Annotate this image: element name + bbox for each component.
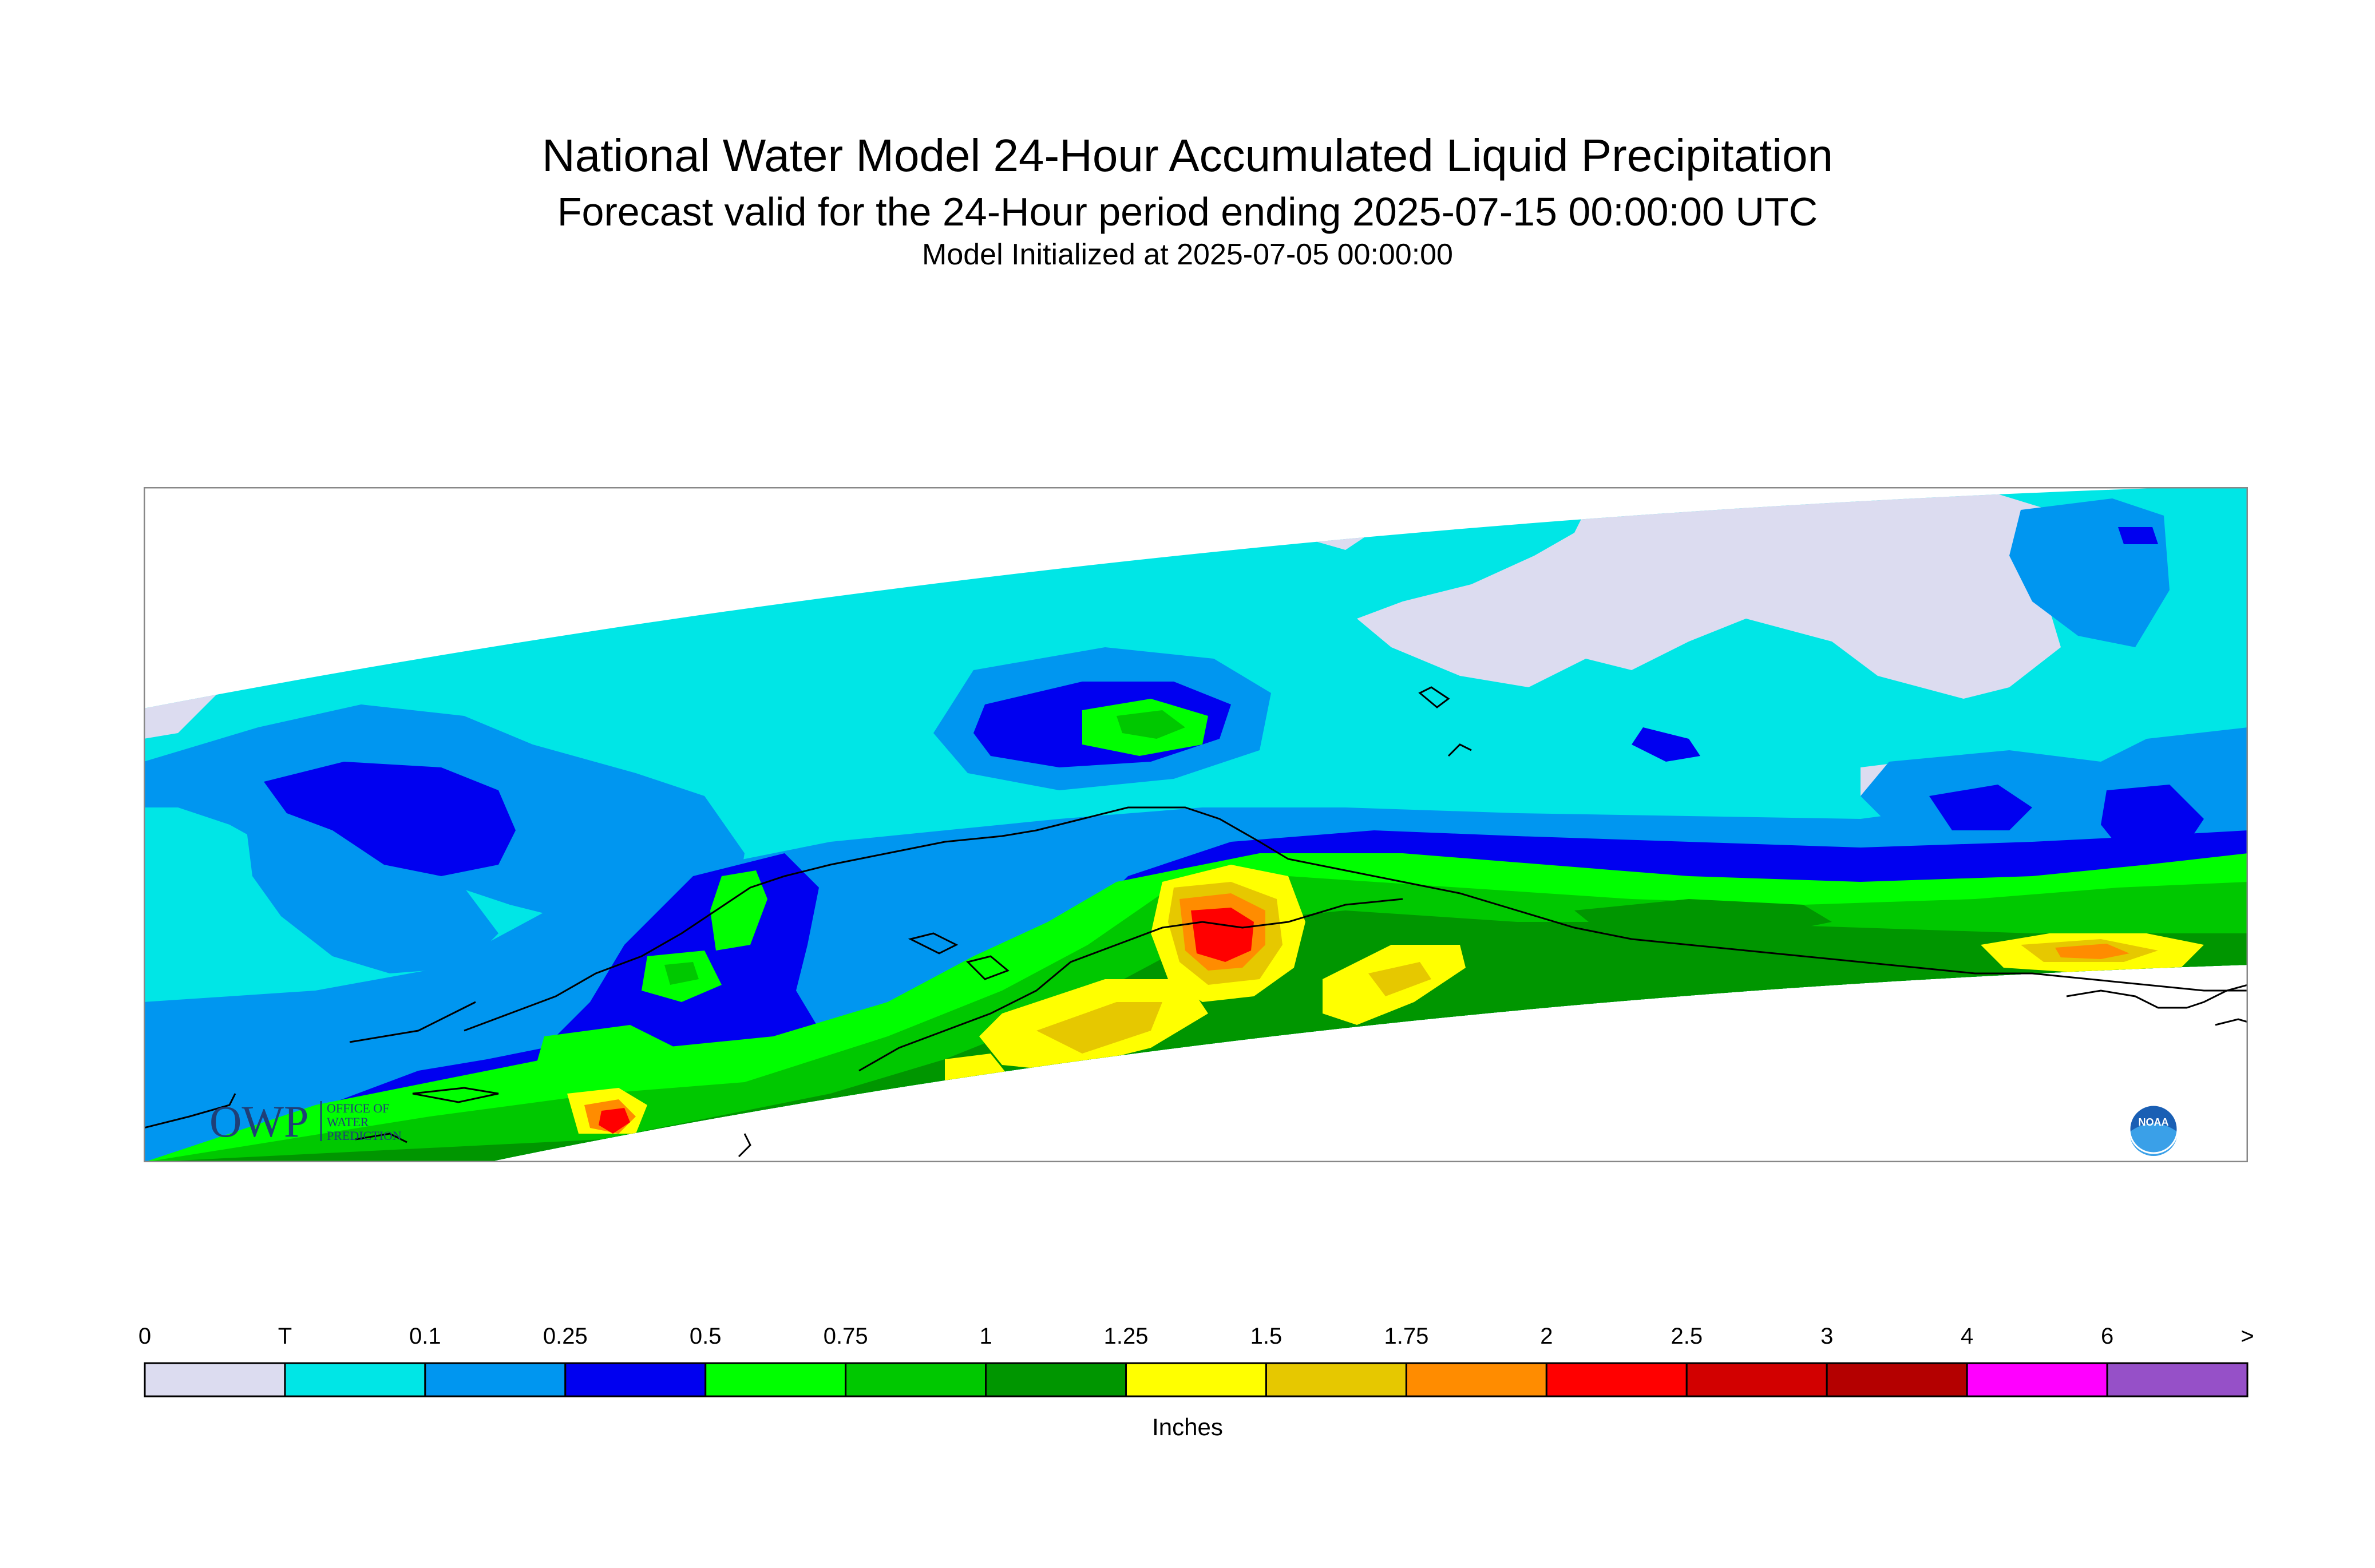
field-15-sw xyxy=(1036,1002,1162,1054)
legend-tick-label: 0.75 xyxy=(824,1324,868,1349)
legend-swatch xyxy=(704,1362,847,1397)
legend-tick-label: 2.5 xyxy=(1671,1324,1703,1349)
owp-logo-text-3: PREDICTION xyxy=(327,1129,402,1143)
field-075-west xyxy=(664,962,699,985)
page-title: National Water Model 24-Hour Accumulated… xyxy=(542,130,1833,181)
field-025-ne xyxy=(2118,527,2158,544)
page-subtitle: Forecast valid for the 24-Hour period en… xyxy=(557,189,1818,234)
field-175-far-east xyxy=(2055,944,2129,959)
coastline-sw2 xyxy=(355,1133,407,1143)
field-025-small xyxy=(1632,727,1700,762)
field-2-sw xyxy=(599,1108,630,1134)
coastline-aleutian xyxy=(144,1093,236,1129)
legend-units: Inches xyxy=(1152,1413,1223,1440)
field-05-west xyxy=(710,870,767,951)
legend-swatch xyxy=(1966,1362,2108,1397)
legend-tick-label: 4 xyxy=(1961,1324,1973,1349)
coastline-island2 xyxy=(1447,743,1472,757)
noaa-logo-mark: NOAA xyxy=(2139,1116,2169,1128)
owp-logo: OWP OFFICE OF WATER PREDICTION xyxy=(209,1096,402,1146)
field-15-east xyxy=(1368,962,1431,996)
legend-swatch xyxy=(845,1362,987,1397)
legend-swatch xyxy=(144,1362,286,1397)
legend-tick-label: 0.1 xyxy=(409,1324,441,1349)
coastline-sw-island xyxy=(412,1087,499,1103)
owp-logo-mark: OWP xyxy=(209,1096,308,1146)
legend-swatch xyxy=(424,1362,567,1397)
field-01-west2 xyxy=(247,830,498,973)
legend-swatch xyxy=(1826,1362,1968,1397)
legend-tick-label: 2 xyxy=(1540,1324,1553,1349)
coastline-west xyxy=(349,1001,476,1043)
legend-tick-label: T xyxy=(278,1324,292,1349)
coastline-east xyxy=(2066,984,2248,1009)
color-legend: 0 T 0.1 0.25 0.5 0.75 1 1.25 1.5 1.75 2 2.5 3 4 6 > xyxy=(138,1324,2254,1397)
field-05-sw xyxy=(533,1025,687,1105)
legend-tick-label: > xyxy=(2241,1324,2254,1349)
coastline-main xyxy=(464,806,2248,1032)
coastline-south xyxy=(858,898,1403,1072)
legend-tick-label: 3 xyxy=(1820,1324,1833,1349)
legend-tick-label: 1.5 xyxy=(1250,1324,1282,1349)
legend-labels: 0 T 0.1 0.25 0.5 0.75 1 1.25 1.5 1.75 2 2.5 3 4 6 > xyxy=(138,1324,2254,1349)
legend-tick-label: 1.75 xyxy=(1384,1324,1428,1349)
legend-swatch xyxy=(2106,1362,2249,1397)
legend-tick-label: 6 xyxy=(2101,1324,2113,1349)
owp-logo-text-1: OFFICE OF xyxy=(327,1101,389,1115)
coastline-island4 xyxy=(966,955,1010,980)
precipitation-map: OWP OFFICE OF WATER PREDICTION NOAA xyxy=(144,487,2248,1162)
coastline-lake xyxy=(738,1133,751,1158)
coastline-east2 xyxy=(2215,1018,2248,1026)
coastline-island1 xyxy=(1418,686,1450,708)
legend-swatch xyxy=(1265,1362,1407,1397)
field-025-west xyxy=(264,762,516,876)
legend-tick-label: 0.25 xyxy=(543,1324,588,1349)
legend-tick-label: 0 xyxy=(138,1324,151,1349)
model-init-line: Model Initialized at 2025-07-05 00:00:00 xyxy=(922,238,1453,271)
legend-boxes xyxy=(144,1362,2249,1397)
field-025-east2 xyxy=(2101,785,2204,853)
legend-swatch xyxy=(1125,1362,1267,1397)
field-2-center xyxy=(1191,908,1254,962)
legend-swatch xyxy=(1545,1362,1688,1397)
legend-tick-label: 1 xyxy=(979,1324,992,1349)
legend-swatch xyxy=(985,1362,1127,1397)
owp-logo-text-2: WATER xyxy=(327,1115,369,1129)
coastlines xyxy=(144,686,2248,1158)
coastline-island3 xyxy=(908,932,959,955)
legend-tick-label: 0.5 xyxy=(690,1324,722,1349)
field-zero-ne xyxy=(1357,487,2061,699)
field-zero-nw xyxy=(144,693,218,739)
field-1-ne-band xyxy=(1574,899,1832,939)
legend-swatch xyxy=(1405,1362,1547,1397)
legend-swatch xyxy=(284,1362,426,1397)
field-025-east xyxy=(1929,785,2032,830)
noaa-logo: NOAA xyxy=(2128,1104,2179,1156)
legend-tick-label: 1.25 xyxy=(1104,1324,1149,1349)
legend-swatch xyxy=(564,1362,707,1397)
field-075-central xyxy=(1117,710,1185,739)
legend-swatch xyxy=(1685,1362,1828,1397)
map-frame xyxy=(144,487,2248,1162)
